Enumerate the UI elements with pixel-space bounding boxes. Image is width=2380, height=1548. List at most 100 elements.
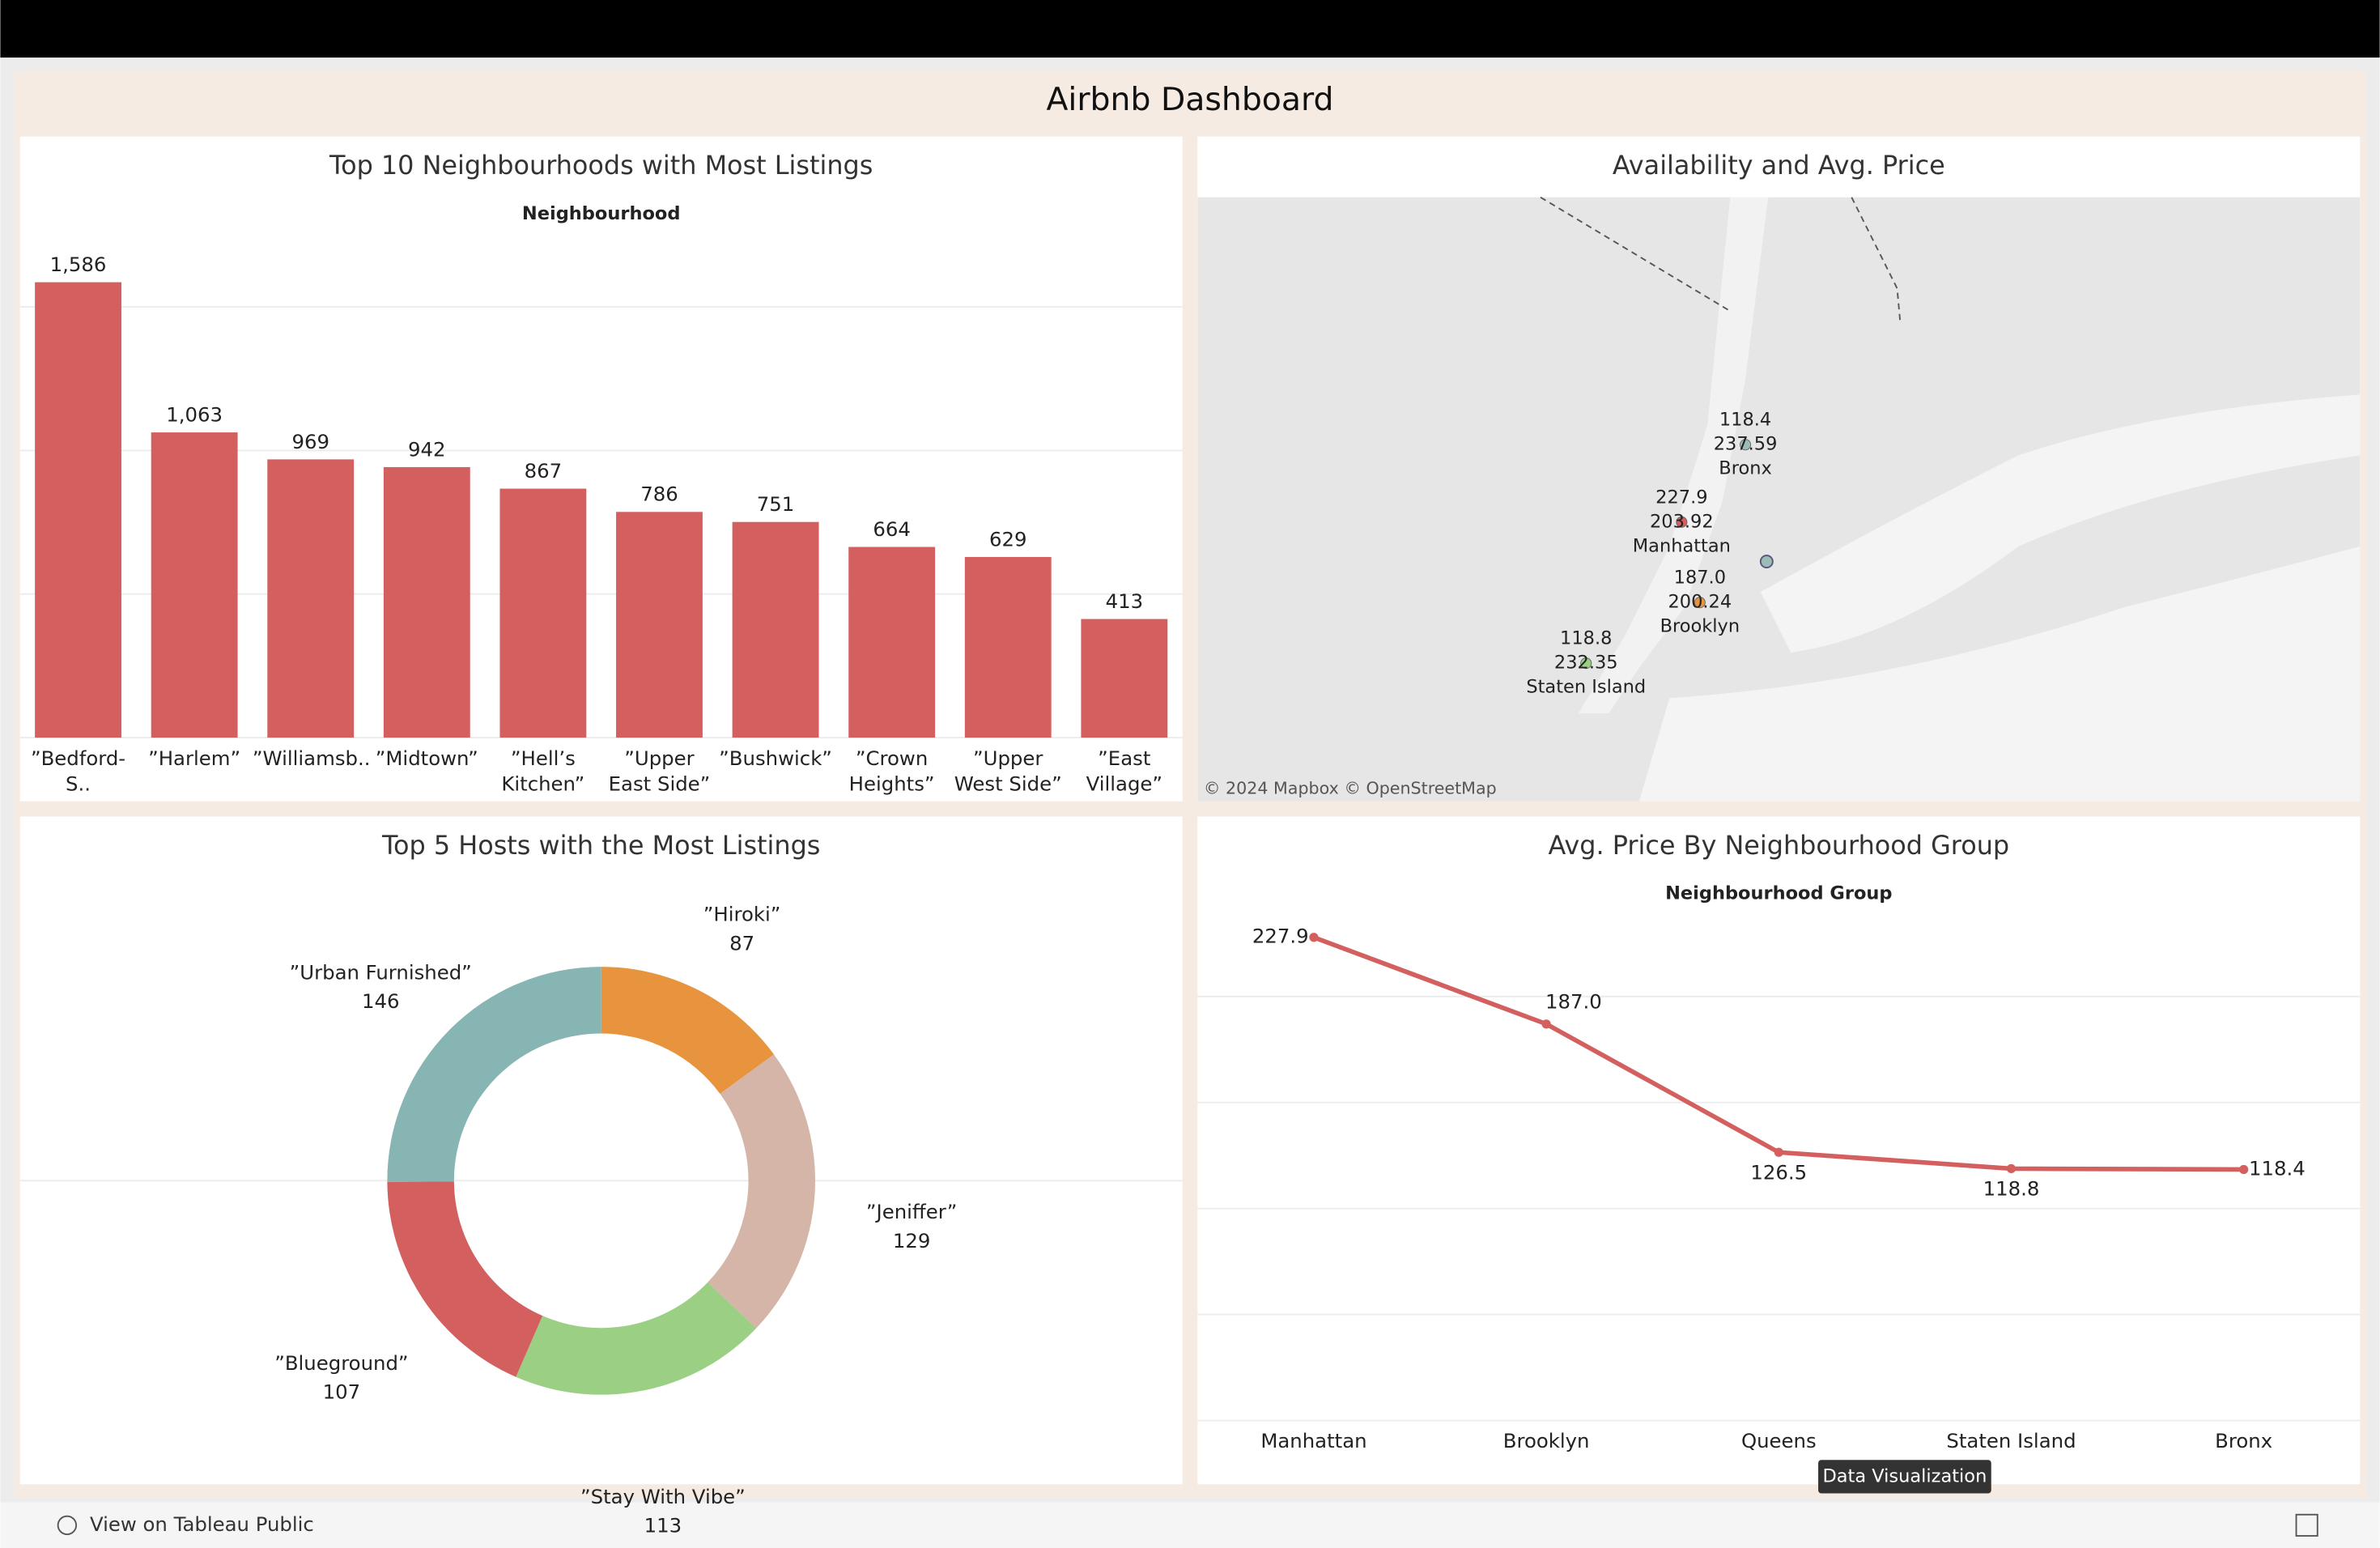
dashboard-title: Airbnb Dashboard — [1046, 81, 1333, 118]
x-axis-title: Neighbourhood Group — [1665, 883, 1892, 904]
slice-label: ”Urban Furnished” — [290, 960, 472, 984]
category-text: ”Harlem” — [148, 748, 241, 772]
x-tick-label: ”Midtown” — [375, 748, 478, 772]
x-tick-label: Staten Island — [1946, 1429, 2076, 1452]
chart-title: Top 10 Neighbourhoods with Most Listings — [329, 150, 873, 181]
price-label: 227.9 — [1655, 487, 1707, 508]
map-point — [1676, 516, 1688, 528]
donut-slice — [387, 1181, 543, 1377]
availability-label: 200.24 — [1668, 592, 1732, 613]
x-tick-label: Bronx — [2215, 1429, 2272, 1452]
bar — [267, 459, 355, 738]
x-tick-label: ”East Village” — [1086, 748, 1163, 797]
footer-bar — [0, 1502, 2380, 1548]
slice-label: ”Blueground” — [274, 1351, 408, 1375]
chart-title: Top 5 Hosts with the Most Listings — [381, 830, 820, 861]
data-label: 1,586 — [50, 253, 107, 276]
x-tick-label: ”Upper West Side” — [954, 748, 1062, 797]
x-tick-label: ”Williamsb.. — [252, 748, 369, 772]
data-label: 227.9 — [1252, 925, 1309, 948]
bar — [848, 546, 936, 738]
x-axis-title: Neighbourhood — [522, 203, 681, 224]
bar — [499, 488, 587, 738]
chart-title: Availability and Avg. Price — [1613, 150, 1945, 181]
donut-slice — [387, 967, 601, 1182]
donut-slice — [708, 1054, 815, 1329]
x-tick-label: ”Upper East Side” — [608, 748, 711, 797]
point — [1541, 1019, 1551, 1029]
price-label: 187.0 — [1674, 568, 1726, 589]
category-text: ”Upper East Side” — [608, 748, 711, 797]
x-tick-label: ”Bedford-S.. — [30, 748, 126, 797]
slice-value: 113 — [644, 1514, 682, 1537]
x-tick-label: Brooklyn — [1503, 1429, 1590, 1452]
tooltip — [1818, 1460, 1991, 1494]
bar — [383, 466, 470, 738]
category-text: ”East Village” — [1086, 748, 1163, 797]
point — [1774, 1147, 1783, 1157]
category-text: ”Upper West Side” — [954, 748, 1062, 797]
bar — [616, 512, 703, 738]
availability-label: 232.35 — [1554, 653, 1618, 674]
chart-title: Avg. Price By Neighbourhood Group — [1548, 830, 2009, 861]
donut-slice — [516, 1282, 757, 1395]
data-label: 413 — [1106, 589, 1143, 613]
category-text: ”Hell’s Kitchen” — [501, 748, 585, 797]
region-label: Staten Island — [1526, 677, 1646, 698]
availability-label: 203.92 — [1650, 511, 1714, 532]
slice-label: ”Jeniffer” — [866, 1200, 957, 1223]
bar — [732, 521, 819, 738]
map-point — [1694, 597, 1706, 609]
slice-label: ”Stay With Vibe” — [580, 1485, 746, 1508]
tooltip-text: Data Visualization — [1822, 1465, 1987, 1486]
map-base — [1197, 196, 2361, 802]
category-text: ”Midtown” — [375, 748, 478, 772]
data-label: 187.0 — [1545, 990, 1602, 1014]
bar — [35, 282, 121, 738]
slice-label: ”Hiroki” — [703, 903, 781, 926]
data-label: 969 — [291, 430, 329, 453]
data-label: 118.8 — [1983, 1177, 2040, 1201]
x-tick-label: ”Bushwick” — [719, 748, 832, 772]
price-label: 118.4 — [1719, 410, 1771, 431]
data-label: 126.5 — [1750, 1161, 1807, 1184]
category-text: ”Williamsb.. — [252, 748, 369, 772]
map-attribution: © 2024 Mapbox © OpenStreetMap — [1204, 779, 1497, 798]
x-tick-label: ”Harlem” — [148, 748, 241, 772]
link-icon — [57, 1515, 78, 1536]
data-label: 786 — [640, 483, 678, 506]
bar — [964, 556, 1052, 738]
slice-value: 87 — [729, 931, 754, 955]
map-point — [1740, 439, 1752, 451]
slice-value: 107 — [323, 1380, 361, 1404]
data-label: 867 — [525, 459, 563, 483]
slice-value: 146 — [362, 989, 399, 1013]
data-label: 664 — [873, 517, 910, 541]
price-label: 118.8 — [1560, 628, 1612, 649]
bar — [151, 432, 238, 738]
data-label: 1,063 — [166, 402, 223, 426]
x-tick-label: Queens — [1741, 1429, 1817, 1452]
region-label: Bronx — [1719, 458, 1772, 479]
category-text: ”Bushwick” — [719, 748, 832, 772]
slice-value: 129 — [893, 1229, 930, 1252]
region-label: Manhattan — [1633, 535, 1731, 556]
availability-label: 237.59 — [1714, 434, 1778, 455]
category-text: ”Bedford-S.. — [30, 748, 126, 797]
data-label: 751 — [757, 492, 795, 516]
fullscreen-button[interactable] — [2295, 1513, 2318, 1537]
donut-slice — [601, 967, 775, 1095]
map-point — [1580, 657, 1592, 670]
tableau-link[interactable]: View on Tableau Public — [90, 1512, 314, 1536]
x-tick-label: ”Hell’s Kitchen” — [501, 748, 585, 797]
point — [2239, 1164, 2249, 1175]
region-label: Brooklyn — [1660, 616, 1740, 637]
data-label: 118.4 — [2249, 1156, 2306, 1180]
data-label: 629 — [989, 527, 1026, 551]
point — [2006, 1163, 2017, 1174]
x-tick-label: ”Crown Heights” — [848, 748, 935, 797]
category-text: ”Crown Heights” — [848, 748, 935, 797]
top-bar — [0, 0, 2380, 58]
data-label: 942 — [408, 437, 446, 461]
